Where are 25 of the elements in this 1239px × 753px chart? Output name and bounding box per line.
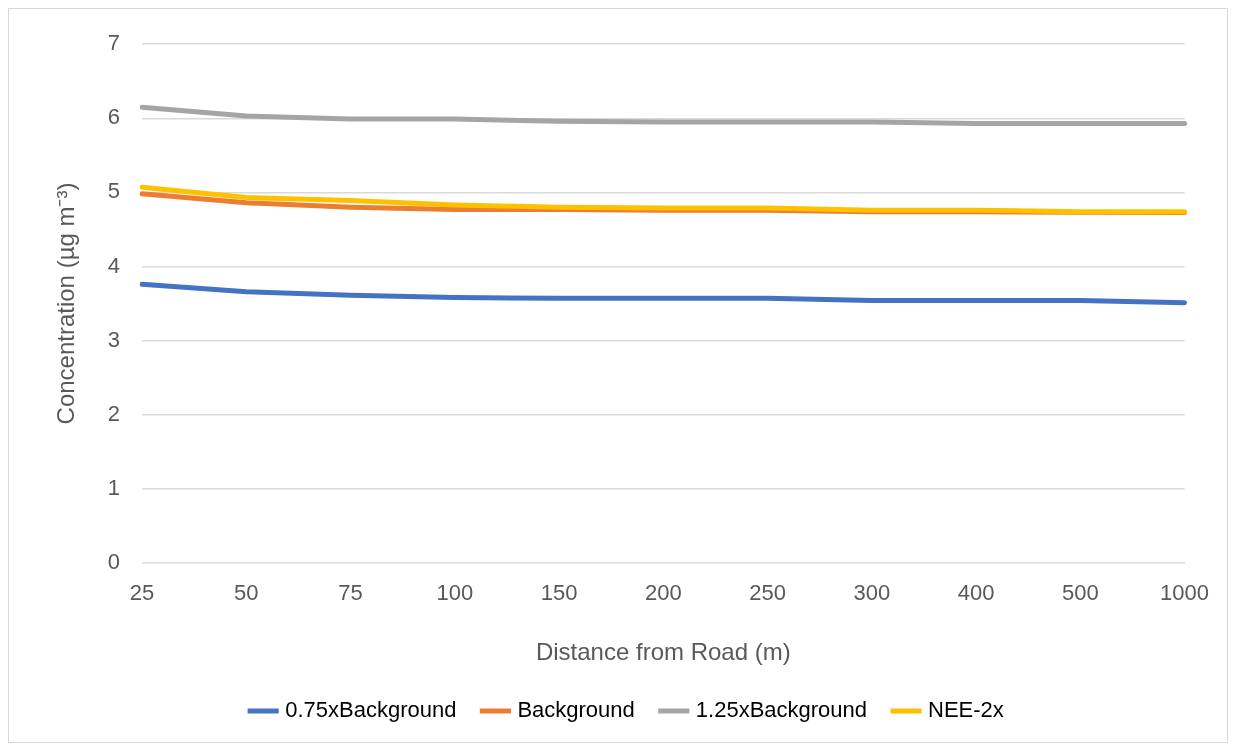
x-tick-label: 1000 bbox=[1160, 580, 1210, 606]
x-tick-label: 200 bbox=[644, 580, 682, 606]
y-tick-label: 3 bbox=[107, 326, 121, 352]
x-tick-label: 50 bbox=[234, 580, 259, 606]
legend-label: Background bbox=[517, 697, 635, 723]
x-tick-label: 500 bbox=[1061, 580, 1099, 606]
y-tick-label: 0 bbox=[107, 548, 121, 574]
y-tick-label: 7 bbox=[107, 30, 121, 56]
x-tick-label: 400 bbox=[957, 580, 995, 606]
x-tick-label: 75 bbox=[338, 580, 363, 606]
y-tick-label: 4 bbox=[107, 252, 121, 278]
y-tick-label: 6 bbox=[107, 104, 121, 130]
y-tick-label: 2 bbox=[107, 400, 121, 426]
x-tick-label: 150 bbox=[540, 580, 578, 606]
x-tick-label: 25 bbox=[129, 580, 155, 606]
y-tick-label: 1 bbox=[107, 474, 121, 500]
y-tick-label: 5 bbox=[107, 178, 121, 204]
x-axis-title: Distance from Road (m) bbox=[535, 638, 791, 666]
legend-label: 1.25xBackground bbox=[695, 697, 868, 723]
x-tick-label: 250 bbox=[749, 580, 786, 606]
x-tick-label: 100 bbox=[436, 580, 474, 606]
y-axis-title: Concentration (µg m⁻³) bbox=[52, 182, 80, 425]
legend-label: 0.75xBackground bbox=[285, 697, 457, 723]
legend-label: NEE-2x bbox=[928, 697, 1004, 723]
x-tick-label: 300 bbox=[853, 580, 891, 606]
